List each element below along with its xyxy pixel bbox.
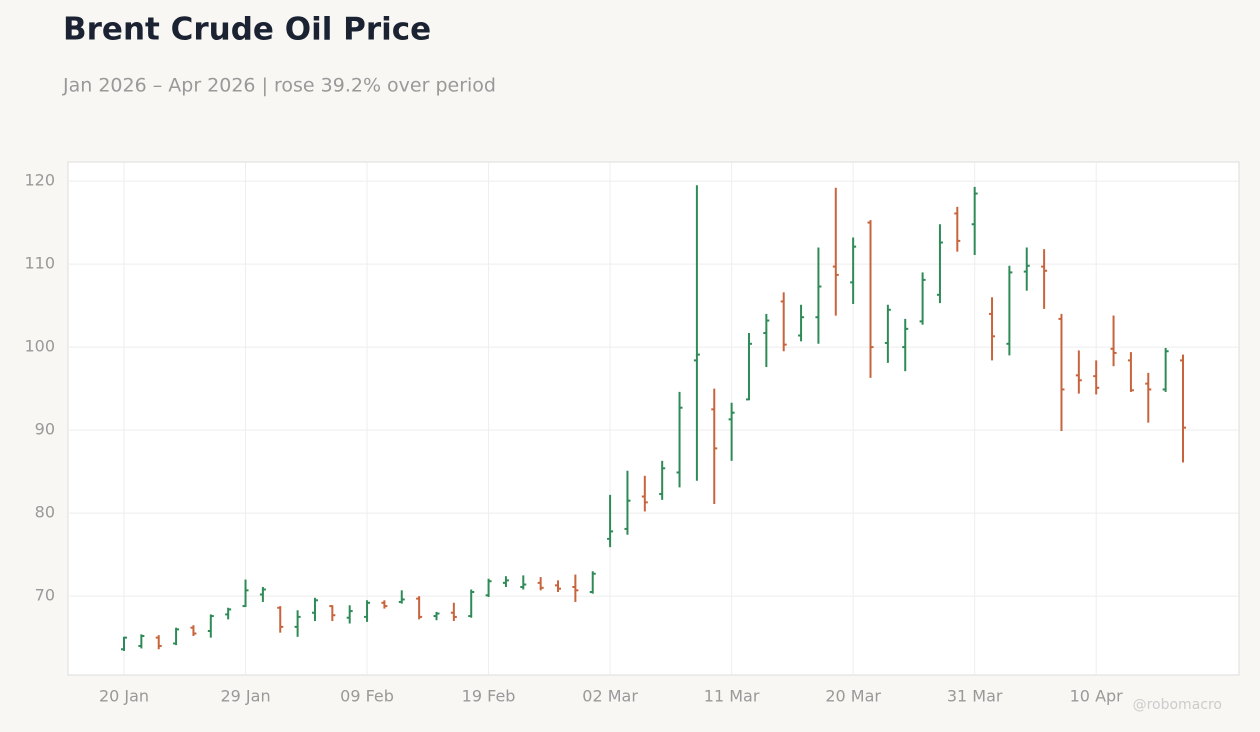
y-tick-label: 120 [24,171,55,190]
x-tick-label: 29 Jan [220,687,270,706]
x-tick-label: 20 Mar [825,687,881,706]
y-tick-label: 90 [35,420,55,439]
watermark: @robomacro [1133,697,1222,713]
y-tick-label: 110 [24,254,55,273]
x-tick-label: 02 Mar [582,687,638,706]
chart-title: Brent Crude Oil Price [63,12,431,48]
x-tick-label: 09 Feb [340,687,394,706]
y-tick-label: 70 [35,586,55,605]
plot-area [67,161,1240,676]
x-tick-label: 20 Jan [99,687,149,706]
x-tick-label: 10 Apr [1070,687,1124,706]
x-tick-label: 19 Feb [462,687,516,706]
chart-subtitle: Jan 2026 – Apr 2026 | rose 39.2% over pe… [62,75,496,97]
y-tick-label: 100 [24,337,55,356]
x-tick-label: 31 Mar [947,687,1003,706]
x-tick-label: 11 Mar [704,687,760,706]
y-tick-label: 80 [35,503,55,522]
